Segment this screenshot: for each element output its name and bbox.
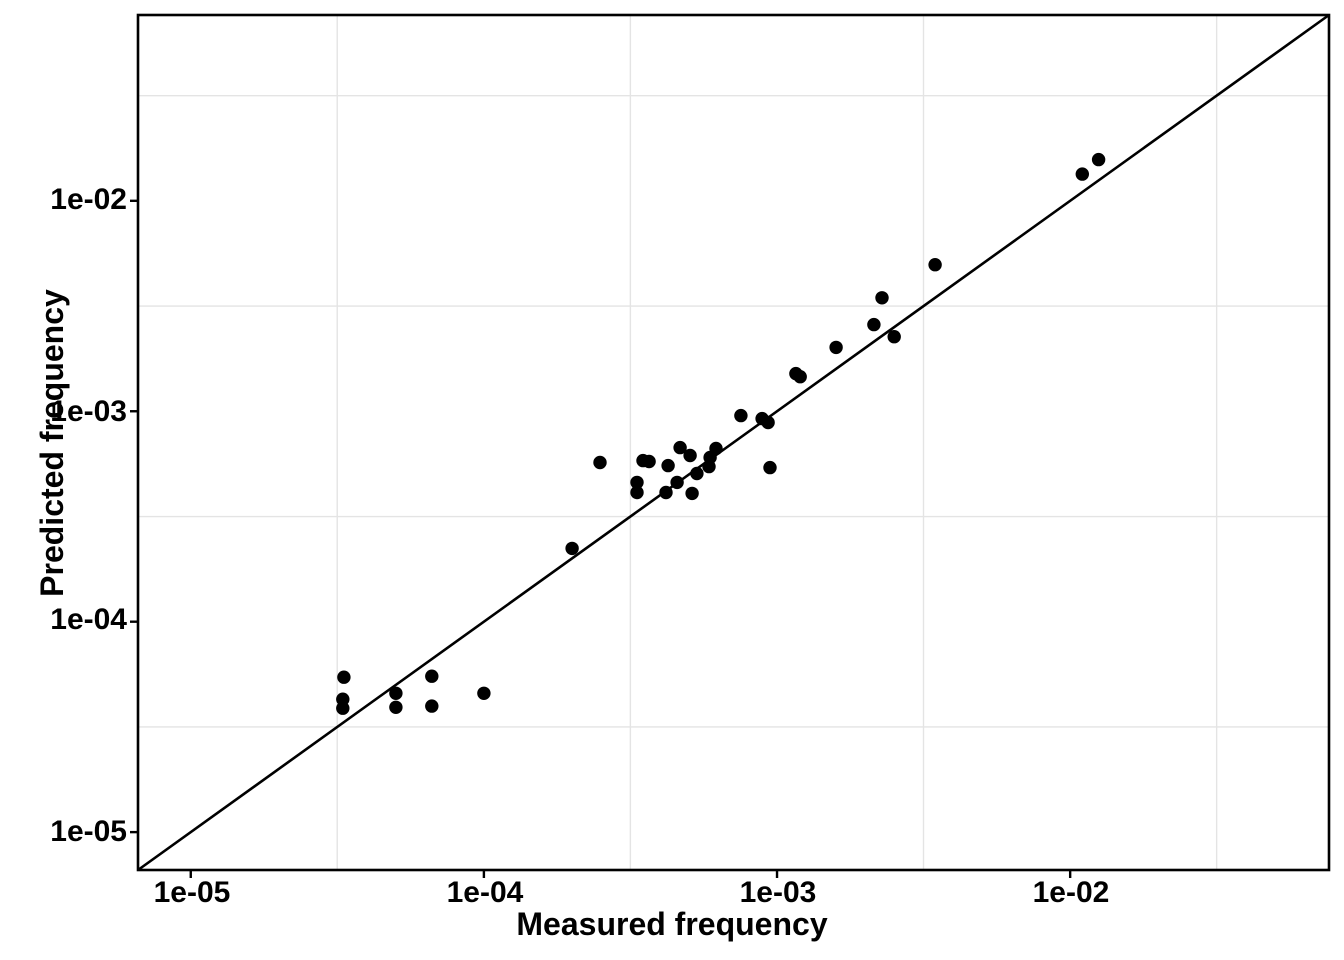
data-point [761, 415, 775, 430]
data-point [928, 258, 942, 272]
data-point [690, 466, 704, 481]
data-point [593, 455, 607, 470]
data-point [875, 291, 889, 305]
y-axis-title: Predicted frequency [34, 289, 70, 597]
data-point [389, 700, 403, 714]
data-point [709, 441, 723, 456]
x-tick-label-1e-02: 1e-02 [1032, 876, 1110, 909]
x-tick-label-1e-03: 1e-03 [739, 876, 817, 909]
data-point [685, 486, 699, 501]
data-point [389, 686, 403, 700]
data-point [683, 448, 697, 463]
data-point [1075, 167, 1090, 181]
y-tick-label-1e-02: 1e-02 [50, 183, 127, 216]
data-point [793, 370, 807, 384]
data-point [1091, 152, 1106, 167]
data-point [630, 485, 644, 500]
data-point [670, 475, 684, 490]
data-point [425, 699, 439, 713]
data-point [887, 330, 901, 344]
data-point [734, 408, 748, 423]
identity-line [137, 13, 1330, 872]
data-point [565, 541, 579, 556]
x-tick-label-1e-05: 1e-05 [153, 876, 231, 909]
data-point [867, 317, 881, 332]
y-tick-label-1e-04: 1e-04 [50, 603, 127, 636]
y-tick-label-1e-05: 1e-05 [50, 815, 127, 848]
x-tick-label-1e-04: 1e-04 [446, 876, 524, 909]
panel-border [136, 13, 1331, 872]
data-point [661, 458, 675, 473]
data-point [425, 669, 439, 683]
y-tick-label-1e-03: 1e-03 [50, 395, 127, 428]
data-point [630, 475, 644, 490]
data-point [337, 670, 351, 684]
x-axis-title: Measured frequency [516, 906, 828, 942]
data-point [477, 686, 491, 700]
data-point [763, 460, 777, 475]
data-point [659, 485, 673, 500]
data-point [336, 701, 350, 715]
data-point [829, 340, 843, 355]
data-point [673, 440, 687, 455]
data-point [642, 454, 656, 469]
